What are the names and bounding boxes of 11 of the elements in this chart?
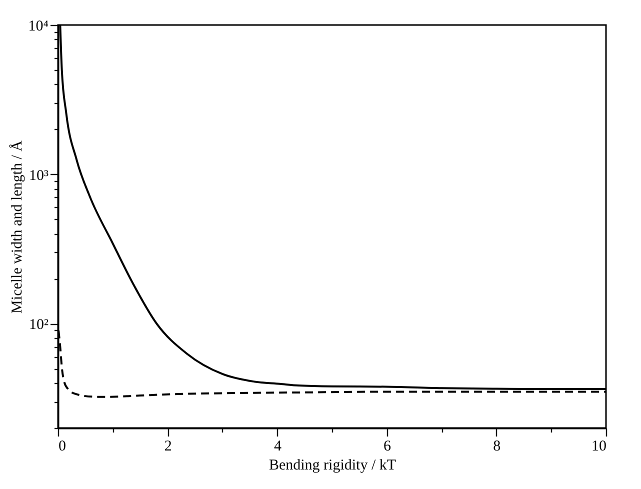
y-tick-label: 10⁴ — [28, 18, 48, 34]
x-tick-label: 10 — [592, 438, 606, 454]
y-tick-label: 10² — [29, 317, 49, 334]
x-tick-label: 6 — [384, 438, 392, 454]
x-axis-title: Bending rigidity / kT — [268, 458, 396, 474]
y-axis-title: Micelle width and length / Å — [8, 140, 26, 314]
x-tick-label: 8 — [493, 438, 501, 454]
x-tick-label: 4 — [274, 438, 282, 454]
x-tick-label: 2 — [164, 438, 172, 454]
y-tick-label: 10³ — [29, 168, 49, 184]
x-tick-label: 0 — [58, 438, 66, 454]
